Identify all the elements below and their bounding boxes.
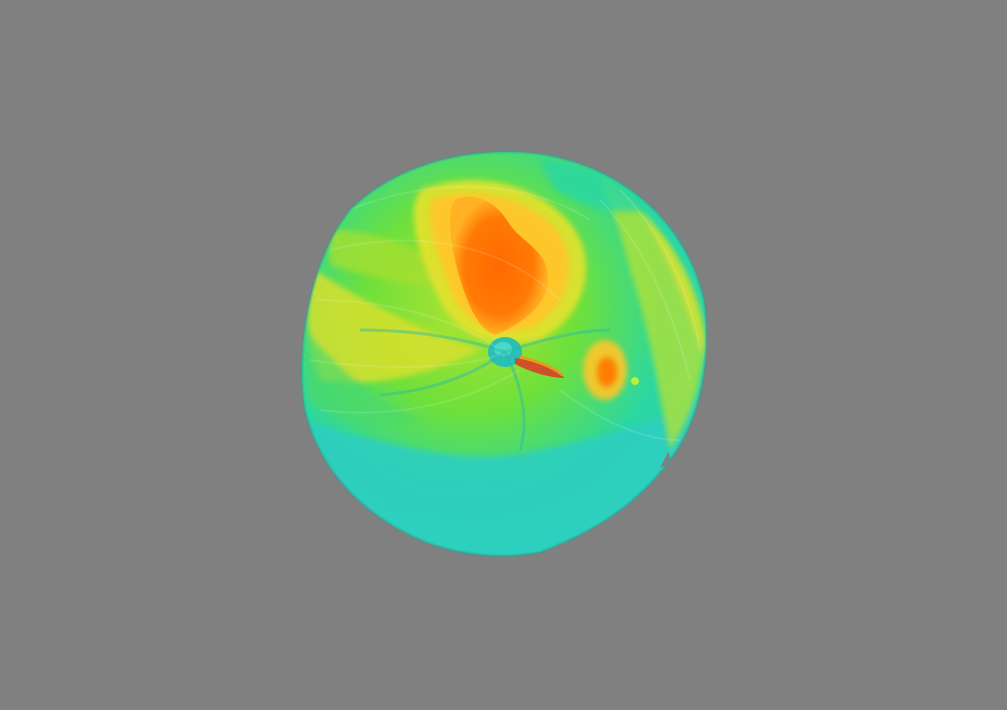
sphere-body — [300, 150, 708, 558]
